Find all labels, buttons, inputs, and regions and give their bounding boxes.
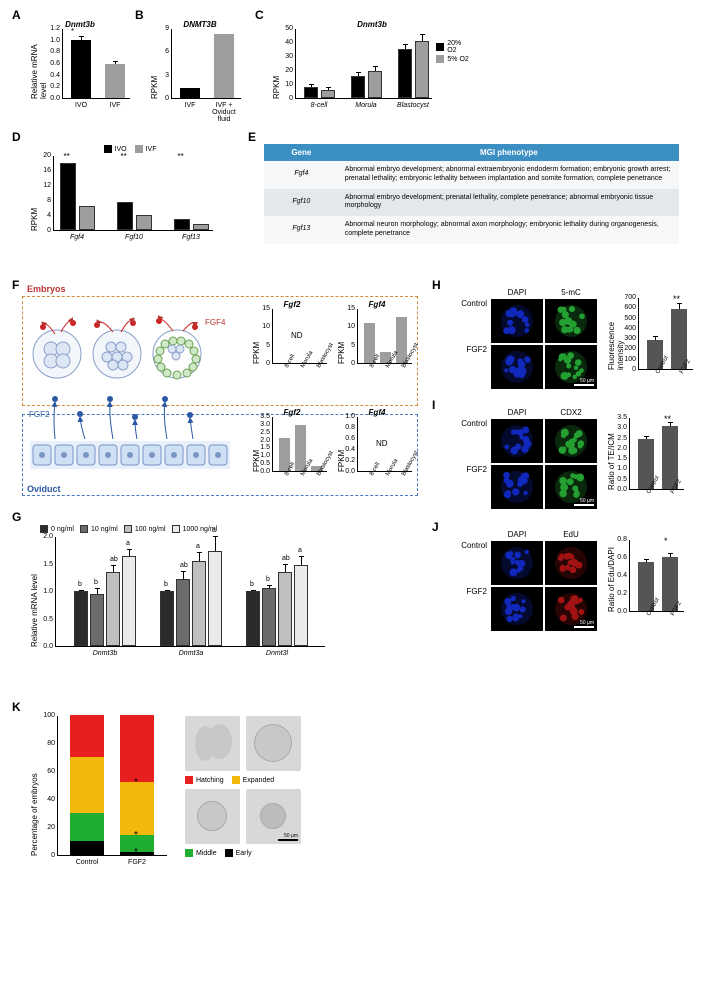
label-J: J bbox=[432, 520, 439, 534]
legend: 20% O25% O2 bbox=[436, 39, 472, 99]
embryo-img bbox=[246, 716, 301, 771]
embryos-label: Embryos bbox=[27, 284, 66, 294]
label-D: D bbox=[12, 130, 21, 144]
chart: 0.00.51.01.52.0bbabaDnmt3bbabaaDnmt3abba… bbox=[55, 537, 325, 647]
panel-D: IVOIVF RPKM 048121620Fgf4**Fgf10**Fgf13*… bbox=[30, 144, 230, 231]
diagram: FGF4 FGF2 bbox=[25, 299, 250, 499]
panel-F: Embryos Oviduct bbox=[22, 296, 420, 496]
svg-text:FGF2: FGF2 bbox=[29, 410, 50, 419]
label-I: I bbox=[432, 398, 435, 412]
chart: 0369IVFIVF + Oviduct fluid bbox=[171, 29, 241, 99]
y-title: RPKM bbox=[150, 29, 159, 99]
panel-A: Dnmt3b Relative mRNA level 0.00.20.40.60… bbox=[30, 20, 130, 99]
th-gene: Gene bbox=[264, 144, 339, 161]
legend: 0 ng/ml10 ng/ml100 ng/ml1000 ng/ml bbox=[40, 524, 340, 534]
chart: 0.00.20.40.60.81.01.2IVOIVF* bbox=[62, 29, 130, 99]
label-G: G bbox=[12, 510, 21, 524]
embryo-img bbox=[185, 789, 240, 844]
legend: HatchingExpanded bbox=[185, 775, 301, 785]
th-pheno: MGI phenotype bbox=[339, 144, 679, 161]
y-title: Percentage of embryos bbox=[30, 716, 39, 856]
chart-title: Dnmt3b bbox=[272, 20, 472, 29]
label-F: F bbox=[12, 278, 19, 292]
panel-G: 0 ng/ml10 ng/ml100 ng/ml1000 ng/ml Relat… bbox=[30, 524, 340, 647]
chart: 010203040508-cellMorulaBlastocyst bbox=[295, 29, 432, 99]
panel-H: DAPI5-mCControl FGF2 50 μmFluorescence i… bbox=[445, 288, 695, 389]
panel-B: DNMT3B RPKM 0369IVFIVF + Oviduct fluid bbox=[150, 20, 250, 99]
embryo-img: 50 μm bbox=[246, 789, 301, 844]
table: Gene MGI phenotype Fgf4Abnormal embryo d… bbox=[264, 144, 679, 244]
label-H: H bbox=[432, 278, 441, 292]
legend: MiddleEarly bbox=[185, 848, 301, 858]
chart: 048121620Fgf4**Fgf10**Fgf13** bbox=[53, 156, 213, 231]
label-B: B bbox=[135, 8, 144, 22]
panel-E: Gene MGI phenotype Fgf4Abnormal embryo d… bbox=[264, 144, 679, 244]
label-K: K bbox=[12, 700, 21, 714]
panel-K: Percentage of embryos 020406080100Contro… bbox=[30, 716, 430, 858]
embryo-img bbox=[185, 716, 240, 771]
panel-I: DAPICDX2Control FGF2 50 μmRatio of TE/IC… bbox=[445, 408, 695, 509]
svg-text:FGF4: FGF4 bbox=[205, 318, 226, 327]
label-A: A bbox=[12, 8, 21, 22]
panel-J: DAPIEdUControl FGF2 50 μmRatio of Edu/DA… bbox=[445, 530, 695, 631]
chart: 020406080100Control***FGF2 bbox=[57, 716, 167, 856]
label-E: E bbox=[248, 130, 256, 144]
label-C: C bbox=[255, 8, 264, 22]
panel-C: Dnmt3b RPKM 010203040508-cellMorulaBlast… bbox=[272, 20, 472, 99]
legend: IVOIVF bbox=[30, 144, 230, 154]
